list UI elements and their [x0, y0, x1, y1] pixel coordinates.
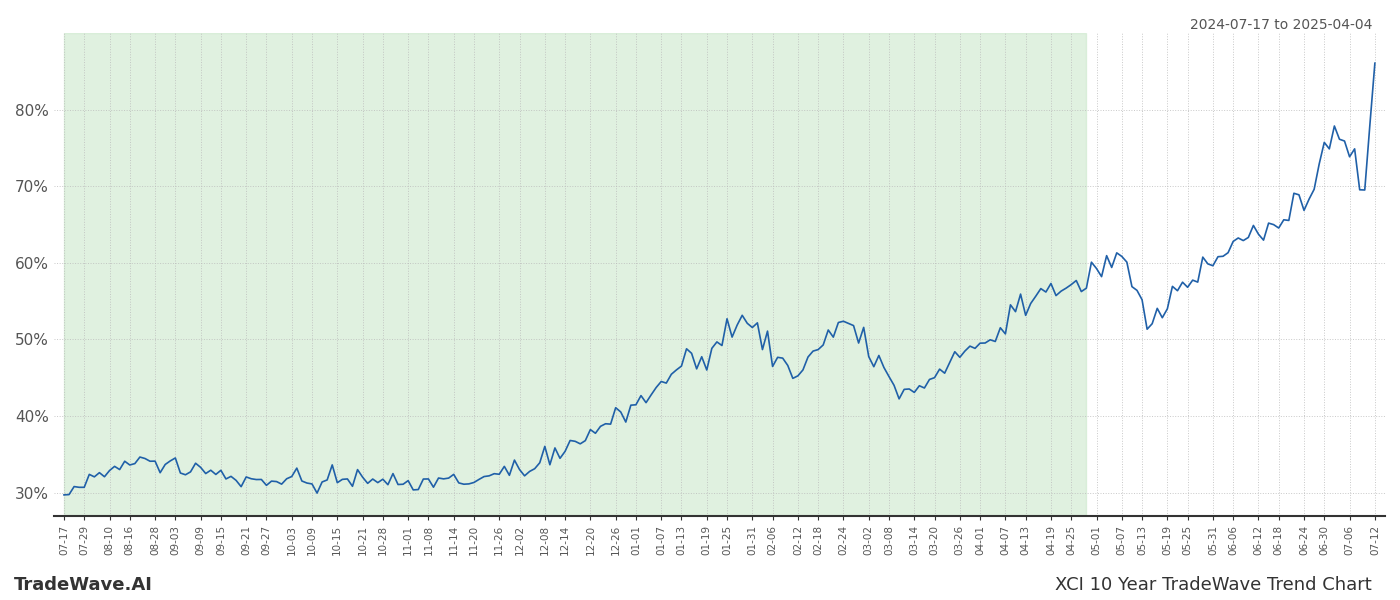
Text: TradeWave.AI: TradeWave.AI: [14, 576, 153, 594]
Text: 2024-07-17 to 2025-04-04: 2024-07-17 to 2025-04-04: [1190, 18, 1372, 32]
Bar: [64, 33, 1086, 516]
Text: XCI 10 Year TradeWave Trend Chart: XCI 10 Year TradeWave Trend Chart: [1056, 576, 1372, 594]
